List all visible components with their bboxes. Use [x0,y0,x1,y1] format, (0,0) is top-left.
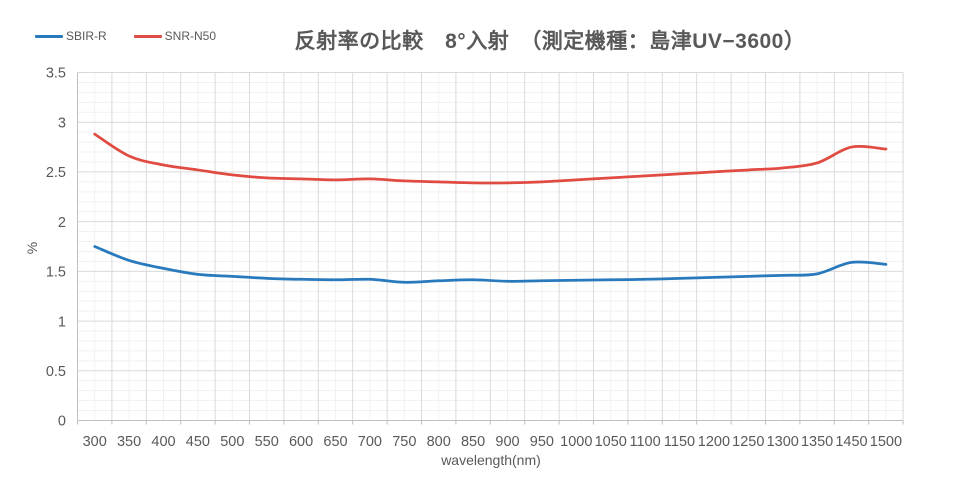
x-tick-label: 550 [255,434,279,450]
x-tick-label: 500 [220,434,244,450]
x-tick-label: 900 [495,434,519,450]
chart-title: 反射率の比較 8°入射 （測定機種：島津UV−3600） [294,30,806,53]
x-axis-title: wavelength(nm) [441,452,541,468]
legend-item-sbir-r: SBIR-R [35,30,107,43]
y-tick-label: 0.5 [46,364,66,380]
legend: SBIR-R SNR-N50 [35,30,216,43]
x-tick-label: 1050 [595,434,627,450]
x-tick-label: 1250 [732,434,764,450]
x-tick-label: 1200 [698,434,730,450]
y-tick-label: 2.5 [46,165,66,181]
x-tick-label: 850 [461,434,485,450]
x-tick-label: 1000 [560,434,592,450]
x-tick-label: 800 [427,434,451,450]
x-tick-label: 1500 [870,434,902,450]
x-tick-label: 350 [117,434,141,450]
legend-item-snr-n50: SNR-N50 [133,29,217,43]
y-tick-label: 0 [58,414,66,430]
x-tick-label: 950 [530,434,554,450]
x-tick-label: 450 [186,434,210,450]
series-line-snr-n50 [93,132,888,185]
sbir-r-line-swatch-icon [35,34,63,39]
y-tick-label: 3.5 [46,66,66,82]
x-tick-label: 1100 [630,434,661,450]
series-line-sbir-r [93,245,888,284]
x-tick-label: 650 [323,434,347,450]
x-tick-label: 1300 [767,434,799,450]
y-tick-label: 1 [58,314,66,330]
y-tick-label: 1.5 [46,265,66,281]
legend-label-snr-n50: SNR-N50 [164,29,217,43]
x-tick-label: 400 [151,434,175,450]
y-tick-label: 3 [58,115,66,131]
legend-label-sbir-r: SBIR-R [66,29,107,43]
y-axis-title: % [24,241,41,255]
y-tick-label: 2 [58,215,66,231]
x-tick-label: 300 [83,434,107,450]
x-tick-label: 600 [289,434,313,450]
x-tick-label: 700 [358,434,382,450]
snr-n50-line-swatch-icon [133,34,162,39]
x-tick-label: 750 [392,434,416,450]
x-tick-label: 1350 [801,434,833,450]
x-tick-label: 1450 [835,434,867,450]
x-tick-label: 1150 [664,434,695,450]
